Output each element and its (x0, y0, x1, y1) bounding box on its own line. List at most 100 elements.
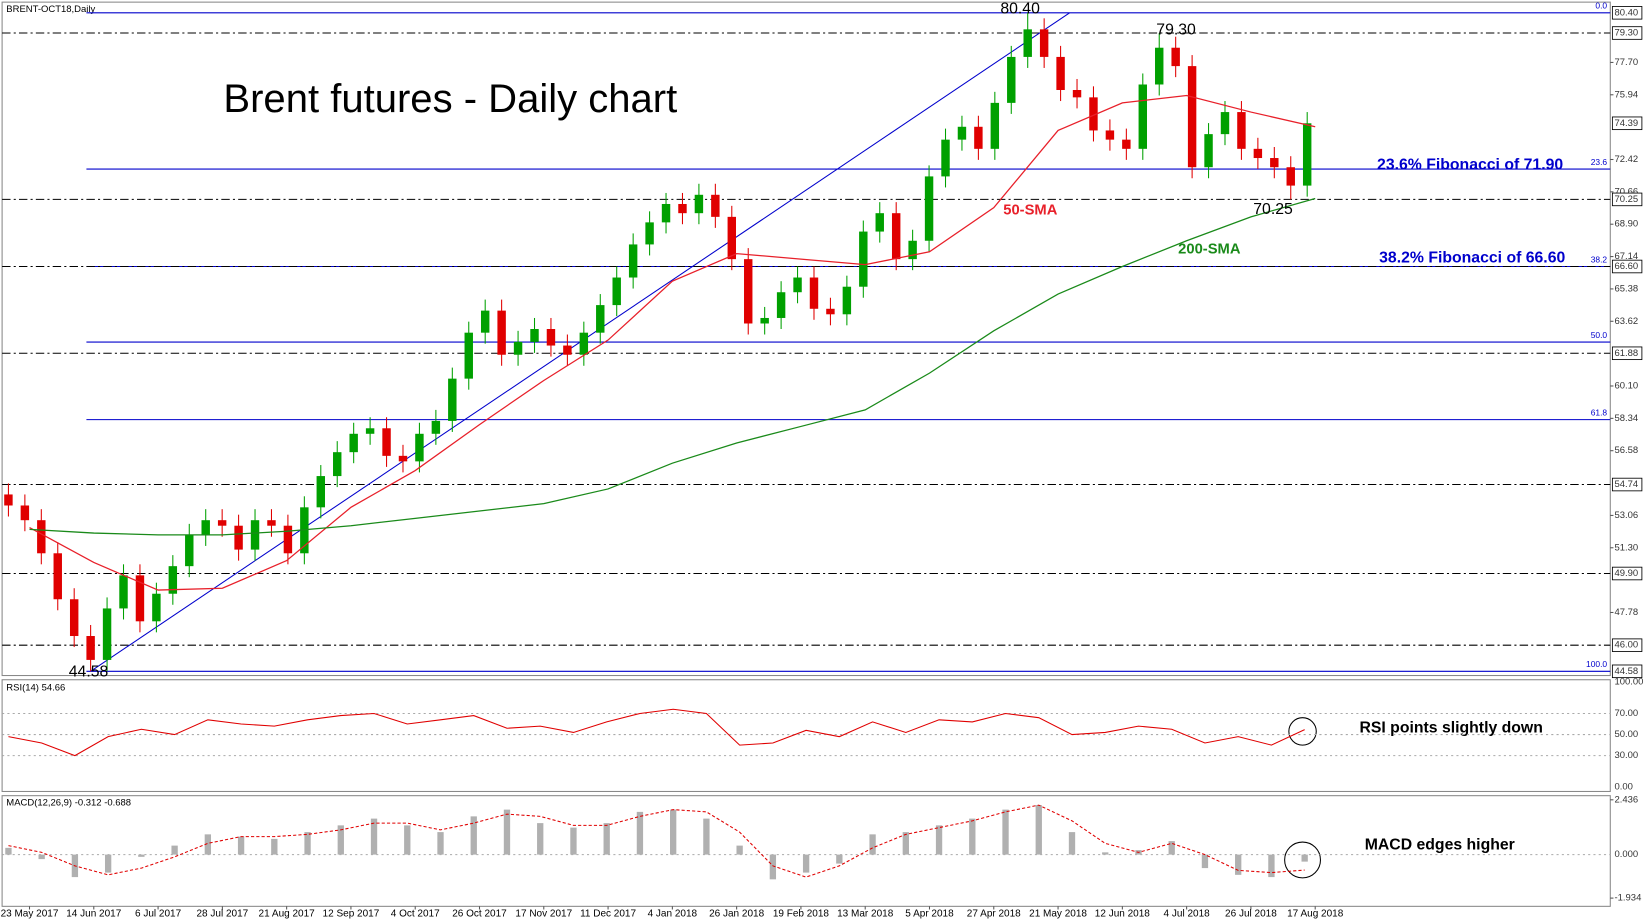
candle-body (826, 308, 835, 315)
y-tick-label: 53.06 (1614, 510, 1638, 521)
candle-body (1204, 134, 1213, 168)
x-tick-label: 26 Jul 2018 (1225, 908, 1277, 919)
candle-body (908, 240, 917, 260)
y-tick-label: 79.30 (1614, 28, 1638, 39)
x-tick-label: 26 Oct 2017 (452, 908, 507, 919)
candle-body (1171, 47, 1180, 67)
x-tick-label: 13 Mar 2018 (837, 908, 894, 919)
candle-body (1155, 47, 1164, 85)
candle-body (1089, 97, 1098, 131)
candle-body (563, 345, 572, 355)
macd-tick-label: 2.436 (1614, 794, 1638, 805)
candle-body (842, 286, 852, 315)
y-tick-label: 66.60 (1614, 261, 1638, 272)
candle-body (974, 126, 983, 149)
candle-body (415, 433, 424, 462)
candle-body (365, 428, 375, 434)
candle-body (924, 176, 934, 241)
y-tick-label: 54.74 (1614, 479, 1638, 490)
candle-body (283, 525, 293, 554)
y-tick-label: 70.25 (1614, 194, 1638, 205)
macd-bar (38, 854, 45, 860)
x-tick-label: 17 Nov 2017 (515, 908, 572, 919)
x-tick-label: 12 Sep 2017 (323, 908, 380, 919)
macd-bar (1035, 805, 1042, 855)
candle-body (86, 636, 95, 660)
x-tick-label: 12 Jun 2018 (1095, 908, 1150, 919)
main-panel (1, 1, 1611, 677)
candle-body (859, 231, 868, 287)
candle-body (217, 520, 227, 526)
macd-bar (537, 823, 544, 855)
candle-body (250, 520, 260, 550)
x-tick-label: 17 Aug 2018 (1287, 908, 1344, 919)
y-tick-label: 44.58 (1614, 666, 1638, 677)
chart-title: Brent futures - Daily chart (223, 77, 677, 121)
tick-box (1611, 6, 1643, 20)
y-tick-label: 49.90 (1614, 568, 1638, 579)
candle-body (382, 428, 391, 456)
candle-body (497, 310, 506, 355)
y-tick-label: 75.94 (1614, 89, 1638, 100)
macd-bar (271, 838, 278, 855)
macd-bar (237, 836, 245, 855)
candle-body (316, 476, 326, 508)
x-tick-label: 19 Feb 2018 (773, 908, 830, 919)
y-tick-label: 68.90 (1614, 219, 1638, 230)
candle-body (37, 520, 46, 554)
candle-body (69, 599, 79, 637)
candle-body (1122, 139, 1131, 149)
macd-circle (1284, 841, 1321, 879)
y-tick-label: 70.66 (1614, 186, 1638, 197)
sma-label: 200-SMA (1178, 242, 1241, 258)
candle-body (234, 525, 243, 550)
candle-body (941, 139, 950, 177)
candle-body (333, 452, 342, 477)
candle-body (711, 194, 720, 217)
rsi-tick-label: 0.00 (1614, 782, 1632, 793)
candle-body (1072, 90, 1082, 98)
y-tick-label: 47.78 (1614, 607, 1638, 618)
candle-body (891, 213, 901, 260)
macd-bar (1002, 809, 1009, 855)
candle-body (793, 277, 802, 293)
candle-body (431, 420, 441, 434)
y-tick-label: 60.10 (1614, 380, 1638, 391)
annotation: 79.30 (1156, 22, 1196, 39)
macd-note: MACD edges higher (1365, 836, 1515, 853)
candle-body (760, 317, 769, 324)
tick-box (1611, 259, 1643, 274)
candle-body (53, 553, 62, 600)
rsi-panel (1, 679, 1611, 792)
rsi-tick-label: 50.00 (1614, 729, 1638, 740)
candle-body (776, 292, 786, 318)
rsi-line (8, 708, 1305, 757)
macd-bar (670, 809, 677, 855)
candle-body (480, 310, 490, 333)
macd-bar (1301, 854, 1308, 862)
candle-body (875, 213, 884, 232)
macd-bar (869, 834, 876, 855)
macd-bar (104, 854, 112, 873)
macd-bar (1068, 832, 1076, 855)
candle-body (1302, 123, 1312, 186)
rsi-tick-label: 70.00 (1614, 708, 1638, 719)
candle-body (645, 222, 654, 245)
macd-bar (969, 818, 976, 855)
macd-bar (437, 832, 444, 855)
candle-body (1220, 112, 1230, 135)
y-tick-label: 56.58 (1614, 445, 1638, 456)
x-tick-label: 14 Jun 2017 (66, 908, 121, 919)
candle-body (596, 305, 605, 333)
macd-bar (570, 827, 577, 855)
candle-body (1056, 56, 1065, 91)
tick-box (1611, 116, 1643, 131)
fib-label: 38.2 (1591, 254, 1608, 264)
macd-bar (503, 809, 511, 855)
candle-body (448, 378, 457, 421)
macd-bar (802, 854, 810, 873)
macd-signal (8, 804, 1305, 878)
candle-body (4, 494, 13, 506)
macd-bar (304, 832, 311, 855)
